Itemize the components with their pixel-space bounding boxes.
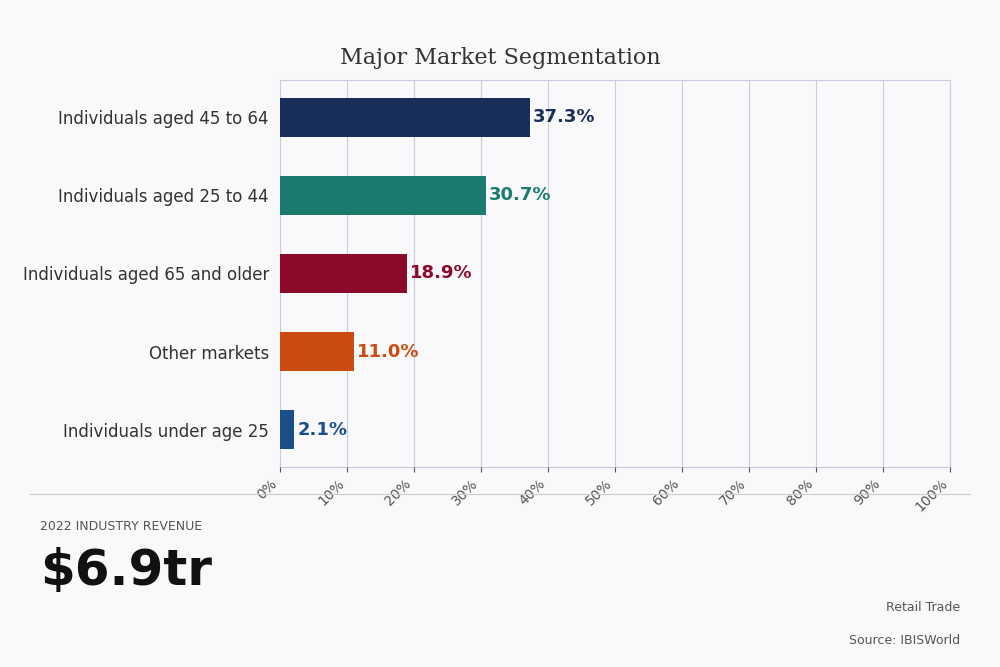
Text: 30.7%: 30.7% — [489, 186, 552, 204]
Bar — [280, 410, 294, 450]
Text: 11.0%: 11.0% — [357, 343, 420, 361]
Bar — [280, 332, 354, 371]
Text: Major Market Segmentation: Major Market Segmentation — [340, 47, 660, 69]
Bar — [280, 176, 486, 215]
Text: 37.3%: 37.3% — [533, 108, 596, 126]
Text: 2.1%: 2.1% — [297, 421, 347, 439]
Text: 2022 INDUSTRY REVENUE: 2022 INDUSTRY REVENUE — [40, 520, 202, 533]
Bar — [280, 97, 530, 137]
Text: Source: IBISWorld: Source: IBISWorld — [849, 634, 960, 647]
Text: 18.9%: 18.9% — [410, 265, 473, 282]
Text: $6.9tr: $6.9tr — [40, 547, 212, 595]
Bar — [280, 254, 407, 293]
Text: Retail Trade: Retail Trade — [886, 601, 960, 614]
